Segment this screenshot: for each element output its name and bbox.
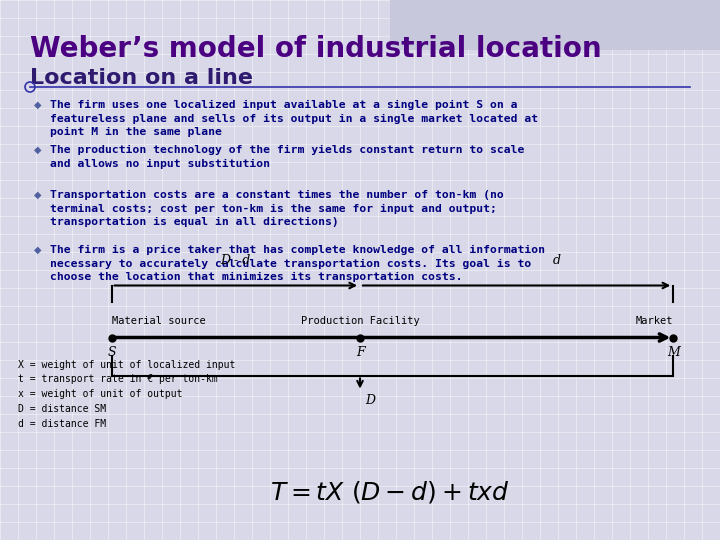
Text: d: d [553,254,561,267]
Bar [390,0,720,50]
Text: M: M [667,346,680,359]
Text: ◆: ◆ [35,245,42,255]
Text: F: F [356,346,364,359]
Text: Transportation costs are a constant times the number of ton-km (no
terminal cost: Transportation costs are a constant time… [50,190,504,227]
Text: Market: Market [636,315,673,326]
Text: The firm is a price taker that has complete knowledge of all information
necessa: The firm is a price taker that has compl… [50,245,545,282]
Text: Material source: Material source [112,315,205,326]
Text: The firm uses one localized input available at a single point S on a
featureless: The firm uses one localized input availa… [50,100,538,137]
Text: S: S [107,346,116,359]
Text: ◆: ◆ [35,100,42,110]
Text: Weber’s model of industrial location: Weber’s model of industrial location [30,35,602,63]
Text: ◆: ◆ [35,190,42,200]
Text: $T = tX\ (D - d) + txd$: $T = tX\ (D - d) + txd$ [270,479,510,505]
Text: Production Facility: Production Facility [301,315,419,326]
Text: D - d: D - d [220,254,251,267]
Text: The production technology of the firm yields constant return to scale
and allows: The production technology of the firm yi… [50,145,524,168]
Text: Location on a line: Location on a line [30,68,253,88]
Text: ◆: ◆ [35,145,42,155]
Text: X = weight of unit of localized input
t = transport rate in € per ton-km
x = wei: X = weight of unit of localized input t … [18,360,235,429]
Text: D: D [365,394,375,407]
